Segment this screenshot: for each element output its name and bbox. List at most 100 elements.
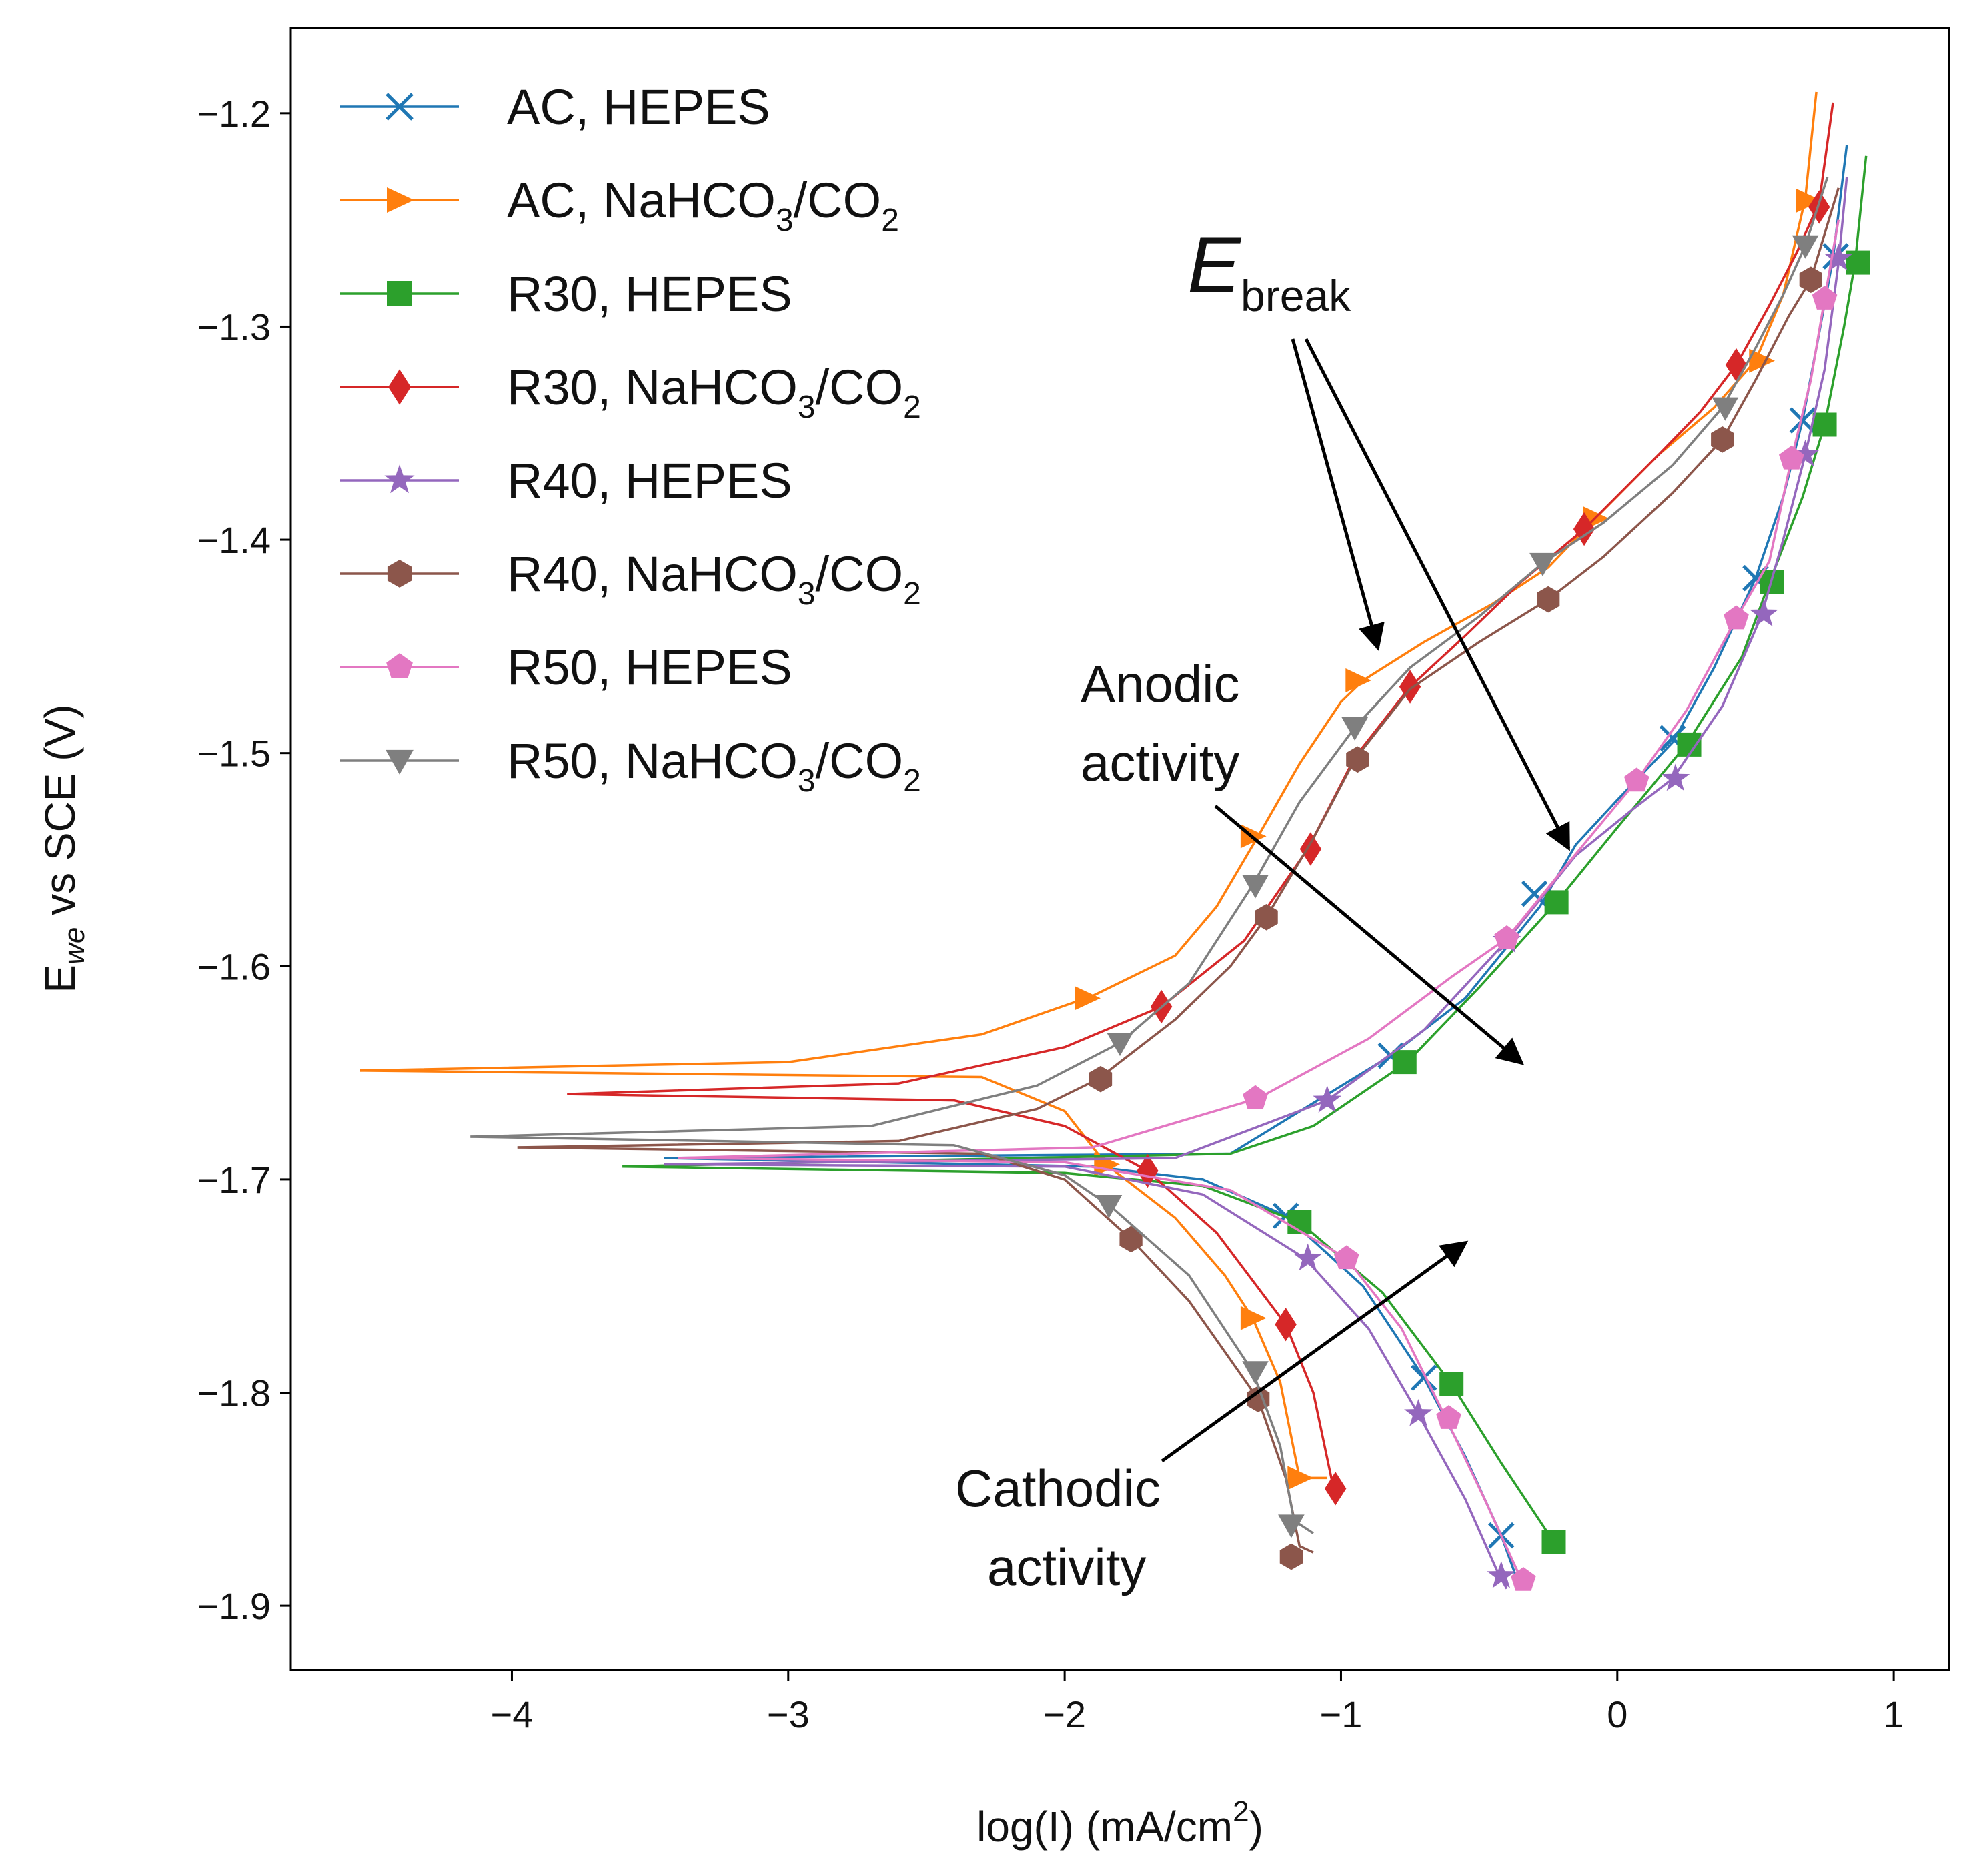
star-marker (1487, 1560, 1516, 1588)
anodic-line (664, 177, 1848, 1166)
x-axis-label: log(I) (mA/cm2) (976, 1795, 1263, 1851)
triangle-down-marker (1107, 1033, 1133, 1057)
triangle-right-marker (1345, 668, 1372, 693)
diamond-marker (1725, 348, 1748, 382)
x-tick-label: −2 (1043, 1693, 1086, 1735)
y-axis-label: Ewe vs SCE (V) (36, 704, 91, 993)
triangle-right-marker (1749, 348, 1775, 373)
hexagon-marker (1346, 746, 1369, 773)
hexagon-marker (1279, 1543, 1303, 1570)
diamond-marker (1137, 1153, 1159, 1188)
e-break-label: Ebreak (1187, 220, 1351, 320)
star-marker (1293, 1243, 1323, 1271)
square-marker (387, 281, 412, 306)
star-marker (1824, 243, 1853, 271)
diamond-marker (1573, 512, 1595, 546)
e-break-subscript: break (1241, 271, 1351, 320)
x-marker (1521, 880, 1548, 907)
cathodic-activity-arrow (1161, 1240, 1469, 1463)
legend-label: R40, HEPES (507, 453, 792, 508)
star-marker (384, 464, 415, 494)
triangle-down-marker (1242, 1361, 1269, 1385)
y-tick-label: −1.7 (197, 1159, 271, 1201)
series-3 (567, 102, 1834, 1506)
hexagon-marker (1799, 266, 1822, 293)
legend: AC, HEPES AC, NaHCO3/CO2 R30, HEPES R30, Na… (340, 79, 921, 799)
cathodic-line (360, 1069, 1327, 1480)
cathodic-line (664, 1163, 1508, 1590)
triangle-right-marker (387, 187, 414, 213)
x-tick-label: −1 (1320, 1693, 1363, 1735)
legend-label: AC, NaHCO3/CO2 (507, 173, 899, 238)
y-axis-label-subscript: we (58, 927, 91, 965)
cathodic-line (517, 1146, 1314, 1554)
anodic-line (360, 91, 1818, 1072)
diamond-marker (1808, 190, 1830, 224)
hexagon-marker (1247, 1386, 1270, 1412)
pentagon-marker (1511, 1566, 1536, 1591)
series-4 (664, 177, 1853, 1590)
square-marker (1544, 890, 1569, 915)
pentagon-marker (1812, 286, 1838, 310)
e-break-arrow-2 (1304, 338, 1571, 851)
pentagon-marker (1623, 767, 1649, 792)
anodic-activity-label-line1: Anodic (1081, 654, 1240, 713)
legend-label: R50, HEPES (507, 640, 792, 695)
cathodic-activity-label-line1: Cathodic (955, 1459, 1161, 1518)
x-marker (386, 93, 414, 121)
x-marker (1411, 1364, 1437, 1391)
hexagon-marker (1711, 426, 1734, 453)
star-marker (1791, 439, 1820, 467)
pentagon-marker (1724, 605, 1749, 630)
hexagon-marker (1537, 586, 1560, 613)
triangle-right-marker (1075, 986, 1101, 1011)
pentagon-marker (1778, 445, 1804, 470)
x-tick-label: 1 (1884, 1693, 1904, 1735)
axis-ticks: −4 −3 −2 −1 0 1 −1.2 −1.3 −1.4 −1.5 −1.6 −1.7 −1.8 −1… (197, 93, 1904, 1735)
y-tick-label: −1.8 (197, 1372, 271, 1414)
hexagon-marker (387, 560, 412, 588)
pentagon-marker (386, 653, 413, 678)
series-7 (470, 177, 1829, 1538)
triangle-right-marker (1796, 188, 1822, 213)
hexagon-marker (1089, 1065, 1113, 1093)
x-tick-label: −4 (491, 1693, 534, 1735)
triangle-right-marker (1240, 1306, 1267, 1330)
diamond-marker (1299, 832, 1322, 866)
legend-label: R40, NaHCO3/CO2 (507, 546, 921, 612)
square-marker (1392, 1050, 1417, 1075)
cathodic-line (567, 1093, 1337, 1500)
x-tick-label: −3 (767, 1693, 810, 1735)
pentagon-marker (1494, 925, 1519, 949)
y-tick-label: −1.4 (197, 519, 271, 561)
legend-label: R30, NaHCO3/CO2 (507, 360, 921, 425)
triangle-down-marker (386, 749, 414, 775)
diamond-marker (388, 369, 412, 405)
triangle-down-marker (1792, 235, 1819, 259)
series-2 (622, 155, 1870, 1554)
cathodic-line (678, 1157, 1527, 1590)
pentagon-marker (1436, 1405, 1461, 1429)
anodic-activity-label-line2: activity (1081, 733, 1239, 792)
anodic-activity-arrow (1214, 805, 1525, 1065)
diamond-marker (1275, 1308, 1297, 1342)
triangle-down-marker (1341, 717, 1368, 741)
hexagon-marker (1255, 903, 1278, 931)
series-1 (360, 91, 1822, 1490)
star-marker (1404, 1398, 1433, 1426)
triangle-down-marker (1095, 1194, 1123, 1219)
y-tick-label: −1.5 (197, 733, 271, 775)
legend-label: AC, HEPES (507, 79, 770, 135)
x-axis-label-superscript: 2 (1233, 1795, 1249, 1828)
square-marker (1541, 1530, 1566, 1554)
anodic-line (470, 177, 1829, 1138)
series-5 (517, 187, 1840, 1570)
pentagon-marker (1243, 1085, 1268, 1109)
cathodic-activity-label-line2: activity (987, 1538, 1146, 1596)
x-tick-label: 0 (1607, 1693, 1627, 1735)
y-tick-label: −1.3 (197, 306, 271, 348)
star-marker (1749, 599, 1778, 627)
triangle-down-marker (1529, 552, 1556, 577)
cathodic-line (470, 1135, 1314, 1534)
